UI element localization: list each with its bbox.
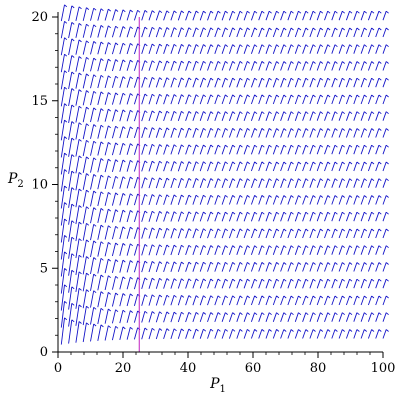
- field-row-5: [60, 251, 389, 277]
- field-row-17: [60, 53, 389, 73]
- field-row-7: [60, 218, 389, 243]
- x-axis-label-subscript: 1: [220, 384, 226, 395]
- field-row-12: [60, 136, 389, 158]
- x-tick-label: 80: [310, 361, 327, 376]
- field-row-9: [60, 185, 389, 209]
- field-row-8: [60, 202, 389, 226]
- axes: [57, 12, 383, 353]
- field-row-6: [60, 235, 389, 260]
- x-tick-label: 100: [371, 361, 396, 376]
- x-axis-label: P1: [209, 376, 226, 395]
- y-tick-label: 5: [40, 261, 48, 276]
- field-row-15: [60, 86, 389, 107]
- tick-marks: 0 20 40 60 80 100 0 5 10 15 20: [31, 10, 395, 376]
- y-tick-label: 15: [31, 94, 48, 109]
- field-row-3: [60, 284, 389, 311]
- direction-field: [60, 4, 389, 345]
- y-axis-label-main: P: [7, 171, 18, 187]
- y-tick-label: 20: [31, 10, 48, 25]
- x-tick-label: 0: [54, 361, 62, 376]
- field-row-11: [60, 152, 389, 175]
- field-row-18: [60, 37, 389, 56]
- y-tick-label: 0: [40, 345, 48, 360]
- field-row-14: [60, 103, 389, 124]
- x-tick-label: 20: [115, 361, 132, 376]
- y-tick-label: 10: [31, 178, 48, 193]
- y-axis-label-subscript: 2: [17, 179, 23, 190]
- field-row-4: [60, 268, 389, 294]
- x-axis-label-main: P: [209, 376, 220, 392]
- x-tick-label: 40: [180, 361, 197, 376]
- y-axis-label: P2: [7, 171, 24, 190]
- field-row-19: [60, 20, 389, 39]
- field-row-2: [60, 300, 389, 328]
- field-row-10: [60, 169, 389, 192]
- field-row-1: [60, 317, 389, 345]
- field-row-20: [60, 4, 389, 22]
- x-tick-label: 60: [245, 361, 262, 376]
- field-row-16: [60, 70, 389, 90]
- field-row-13: [60, 119, 389, 141]
